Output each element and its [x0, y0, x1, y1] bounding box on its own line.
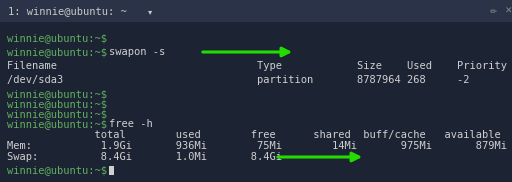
Text: free -h: free -h	[109, 119, 153, 129]
Text: 1: winnie@ubuntu: ~: 1: winnie@ubuntu: ~	[8, 6, 127, 16]
Text: winnie@ubuntu:~$: winnie@ubuntu:~$	[7, 89, 107, 99]
Text: winnie@ubuntu:~$: winnie@ubuntu:~$	[7, 119, 113, 129]
Text: winnie@ubuntu:~$: winnie@ubuntu:~$	[7, 165, 113, 175]
Text: total        used        free      shared  buff/cache   available: total used free shared buff/cache availa…	[7, 130, 501, 140]
Bar	[109, 165, 114, 175]
Text: /dev/sda3                               partition       8787964 268     -2: /dev/sda3 partition 8787964 268 -2	[7, 75, 470, 85]
Text: ▾: ▾	[148, 7, 152, 16]
Text: ✏: ✏	[490, 7, 497, 15]
Text: winnie@ubuntu:~$: winnie@ubuntu:~$	[7, 99, 107, 109]
Text: ✕: ✕	[505, 7, 512, 15]
Text: swapon -s: swapon -s	[109, 47, 165, 57]
Text: Filename                                Type            Size    Used    Priority: Filename Type Size Used Priority	[7, 61, 507, 71]
Text: Mem:           1.9Gi       936Mi        75Mi        14Mi       975Mi       879Mi: Mem: 1.9Gi 936Mi 75Mi 14Mi 975Mi 879Mi	[7, 141, 507, 151]
Bar	[0, 0, 512, 22]
Text: winnie@ubuntu:~$: winnie@ubuntu:~$	[7, 33, 107, 43]
Text: winnie@ubuntu:~$: winnie@ubuntu:~$	[7, 47, 113, 57]
Text: winnie@ubuntu:~$: winnie@ubuntu:~$	[7, 109, 107, 119]
Text: Swap:          8.4Gi       1.0Mi       8.4Gi: Swap: 8.4Gi 1.0Mi 8.4Gi	[7, 152, 282, 162]
